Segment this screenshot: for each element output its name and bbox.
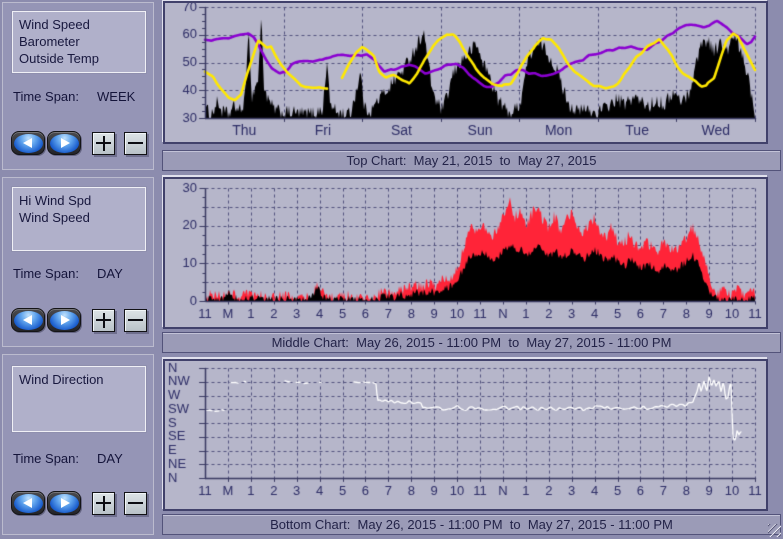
zoom-out-button[interactable] (124, 308, 147, 332)
forward-arrow-icon (60, 315, 70, 325)
back-arrow-icon (22, 315, 32, 325)
minus-icon (128, 502, 143, 504)
time-span-row: Time Span: DAY (13, 266, 123, 281)
back-arrow-icon (22, 498, 32, 508)
time-span-label: Time Span: (13, 89, 79, 104)
bottom-chart-nav-buttons (11, 491, 147, 515)
top-chart-caption: Top Chart: May 21, 2015 to May 27, 2015 (162, 150, 781, 171)
middle-chart-caption: Middle Chart: May 26, 2015 - 11:00 PM to… (162, 332, 781, 353)
time-span-label: Time Span: (13, 451, 79, 466)
dataset-item[interactable]: Outside Temp (19, 51, 99, 66)
time-span-label: Time Span: (13, 266, 79, 281)
middle-chart[interactable] (163, 177, 768, 329)
bottom-chart-canvas[interactable] (165, 361, 766, 509)
bottom-chart[interactable] (163, 359, 768, 511)
time-span-row: Time Span: DAY (13, 451, 123, 466)
time-span-value: WEEK (97, 89, 136, 104)
forward-button[interactable] (47, 491, 81, 515)
top-chart-nav-buttons (11, 131, 147, 155)
back-button[interactable] (11, 131, 45, 155)
back-button[interactable] (11, 308, 45, 332)
zoom-in-button[interactable] (92, 131, 115, 155)
minus-icon (128, 142, 143, 144)
time-span-row: Time Span: WEEK (13, 89, 135, 104)
window-resize-grip[interactable] (768, 524, 781, 537)
forward-arrow-icon (60, 498, 70, 508)
time-span-value: DAY (97, 266, 123, 281)
forward-button[interactable] (47, 131, 81, 155)
minus-icon (128, 319, 143, 321)
zoom-out-button[interactable] (124, 131, 147, 155)
time-span-value: DAY (97, 451, 123, 466)
dataset-item[interactable]: Barometer (19, 34, 80, 49)
dataset-item[interactable]: Hi Wind Spd (19, 193, 92, 208)
zoom-in-button[interactable] (92, 308, 115, 332)
dataset-item[interactable]: Wind Direction (19, 372, 104, 387)
forward-button[interactable] (47, 308, 81, 332)
bottom-chart-dataset-list[interactable]: Wind Direction (12, 366, 146, 432)
dataset-item[interactable]: Wind Speed (19, 210, 90, 225)
back-arrow-icon (22, 138, 32, 148)
middle-chart-canvas[interactable] (165, 179, 766, 327)
bottom-chart-controls-panel: Wind Direction Time Span: DAY (2, 354, 154, 535)
back-button[interactable] (11, 491, 45, 515)
top-chart[interactable] (163, 1, 768, 144)
top-chart-canvas[interactable] (165, 3, 766, 142)
zoom-in-button[interactable] (92, 491, 115, 515)
dataset-item[interactable]: Wind Speed (19, 17, 90, 32)
middle-chart-controls-panel: Hi Wind Spd Wind Speed Time Span: DAY (2, 177, 154, 347)
bottom-chart-caption: Bottom Chart: May 26, 2015 - 11:00 PM to… (162, 514, 781, 535)
middle-chart-nav-buttons (11, 308, 147, 332)
forward-arrow-icon (60, 138, 70, 148)
zoom-out-button[interactable] (124, 491, 147, 515)
top-chart-dataset-list[interactable]: Wind Speed Barometer Outside Temp (12, 11, 146, 73)
top-chart-controls-panel: Wind Speed Barometer Outside Temp Time S… (2, 2, 154, 170)
middle-chart-dataset-list[interactable]: Hi Wind Spd Wind Speed (12, 187, 146, 251)
